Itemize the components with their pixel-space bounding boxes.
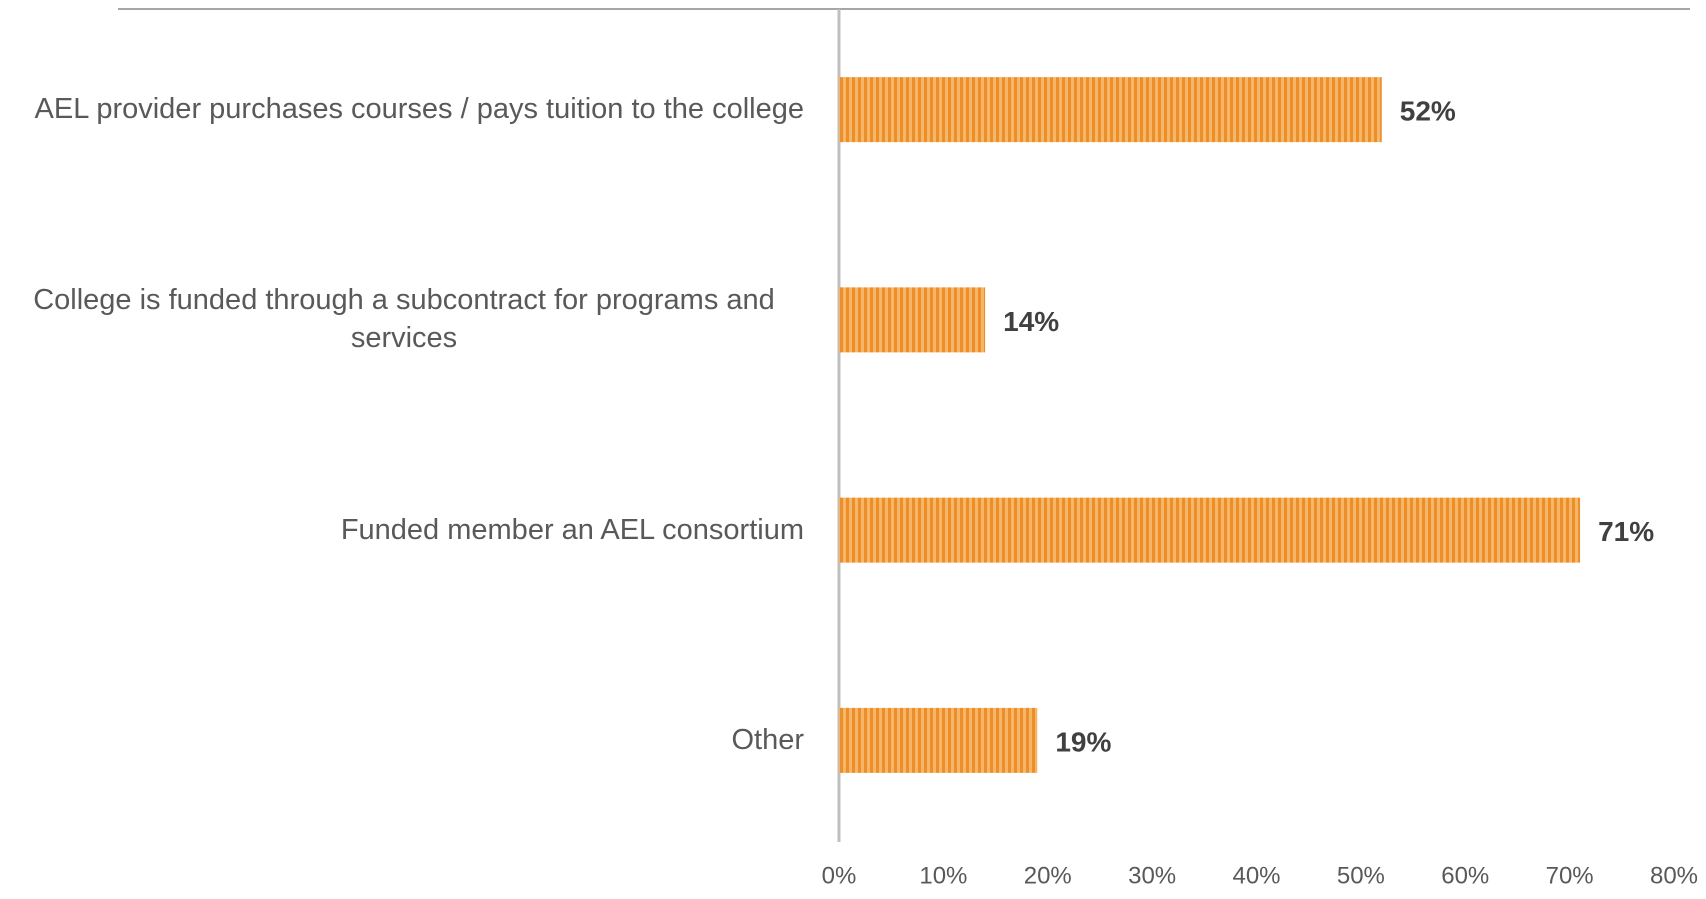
x-tick-label: 60% [1441,862,1489,889]
x-tick-label: 40% [1232,862,1280,889]
value-label: 52% [1400,96,1456,127]
value-label: 14% [1003,306,1059,337]
x-tick-label: 50% [1337,862,1385,889]
x-tick-label: 30% [1128,862,1176,889]
bar [839,707,1038,773]
bar [839,497,1581,563]
bar [839,77,1382,143]
x-tick-label: 80% [1650,862,1698,889]
x-tick-label: 70% [1546,862,1594,889]
category-label: AEL provider purchases courses / pays tu… [34,93,804,126]
x-tick-label: 10% [919,862,967,889]
bar [839,287,986,353]
category-label: Other [731,723,804,756]
x-tick-label: 20% [1024,862,1072,889]
value-label: 71% [1598,516,1654,547]
value-label: 19% [1055,726,1111,757]
category-label: College is funded through a subcontract … [33,284,775,355]
x-tick-label: 0% [822,862,857,889]
category-label: Funded member an AEL consortium [340,513,804,546]
